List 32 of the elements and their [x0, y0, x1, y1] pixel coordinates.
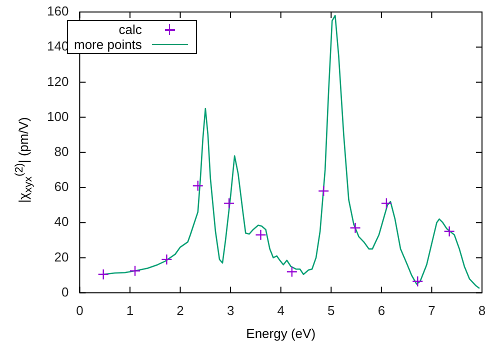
x-tick-label: 0	[76, 303, 84, 318]
point	[255, 229, 266, 240]
point	[380, 198, 392, 209]
x-axis-title: Energy (eV)	[246, 326, 316, 341]
y-tick-label: 120	[46, 74, 69, 89]
legend-label: calc	[118, 22, 142, 37]
y-tick-label: 80	[54, 144, 69, 159]
x-tick-label: 8	[478, 303, 486, 318]
x-tick-label: 5	[328, 303, 335, 318]
point	[98, 268, 109, 280]
point	[412, 276, 424, 287]
x-tick-label: 2	[176, 303, 184, 318]
point	[192, 180, 204, 192]
x-tick-label: 3	[226, 303, 234, 318]
y-tick-label: 40	[54, 214, 69, 230]
y-tick-label: 0	[61, 284, 69, 300]
y-tick-label: 60	[54, 179, 69, 194]
point	[286, 266, 298, 278]
point	[223, 198, 235, 209]
point	[318, 185, 330, 197]
y-tick-label: 100	[46, 108, 69, 124]
point	[129, 265, 141, 276]
x-tick-label: 1	[126, 303, 134, 318]
x-tick-label: 7	[428, 303, 436, 318]
point	[161, 254, 172, 266]
point	[350, 222, 361, 234]
point	[444, 226, 455, 237]
x-tick-label: 4	[277, 303, 284, 318]
y-tick-label: 20	[54, 249, 69, 264]
x-tick-label: 6	[378, 303, 386, 318]
legend-label: more points	[74, 37, 142, 52]
y-tick-label: 160	[46, 4, 69, 19]
